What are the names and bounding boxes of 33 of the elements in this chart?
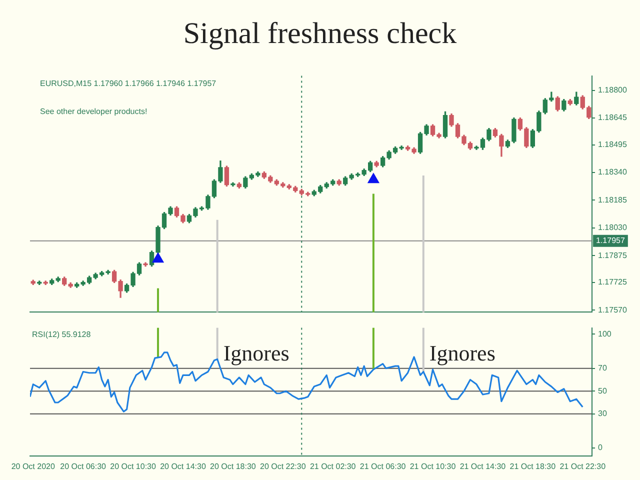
annotation: EURUSD,M15 1.17960 1.17966 1.17946 1.17957 — [40, 79, 217, 88]
x-tick-label: 21 Oct 02:30 — [310, 462, 356, 472]
annotation: Ignores — [223, 340, 290, 366]
y-tick-label: 30 — [598, 409, 608, 418]
x-tick-label: 21 Oct 06:30 — [360, 462, 406, 472]
y-tick-label: 50 — [598, 386, 608, 396]
x-tick-label: 20 Oct 22:30 — [260, 462, 306, 472]
x-tick-label: 20 Oct 10:30 — [110, 462, 156, 472]
chart-title: Signal freshness check — [182, 16, 458, 52]
ref-line-label: 1.17957 — [596, 236, 626, 246]
x-tick-label: 20 Oct 2020 — [11, 462, 56, 472]
y-tick-label: 1.18800 — [598, 85, 628, 94]
y-tick-label: 1.17725 — [598, 278, 628, 287]
y-tick-label: 0 — [598, 443, 603, 452]
x-tick-label: 21 Oct 18:30 — [510, 462, 556, 472]
chart-title: RSI(12) 55.9128 — [32, 330, 92, 340]
y-tick-label: 100 — [598, 329, 612, 338]
y-tick-label: 1.18030 — [598, 223, 628, 232]
y-tick-label: 1.18185 — [598, 195, 628, 204]
x-tick-label: 20 Oct 06:30 — [60, 462, 107, 472]
y-tick-label: 70 — [598, 364, 608, 373]
x-tick-label: 21 Oct 22:30 — [560, 462, 606, 472]
x-tick-label: 20 Oct 18:30 — [210, 462, 256, 472]
x-tick-label: 21 Oct 10:30 — [410, 462, 456, 472]
x-tick-label: 21 Oct 14:30 — [460, 462, 506, 472]
y-tick-label: 1.18645 — [598, 113, 628, 122]
y-tick-label: 1.18495 — [598, 140, 628, 149]
y-tick-label: 1.17875 — [598, 250, 628, 260]
annotation: See other developer products! — [40, 107, 148, 116]
y-tick-label: 1.17570 — [598, 305, 628, 314]
annotation: Ignores — [429, 340, 496, 366]
y-tick-label: 1.18340 — [598, 168, 628, 177]
x-tick-label: 20 Oct 14:30 — [160, 462, 206, 472]
